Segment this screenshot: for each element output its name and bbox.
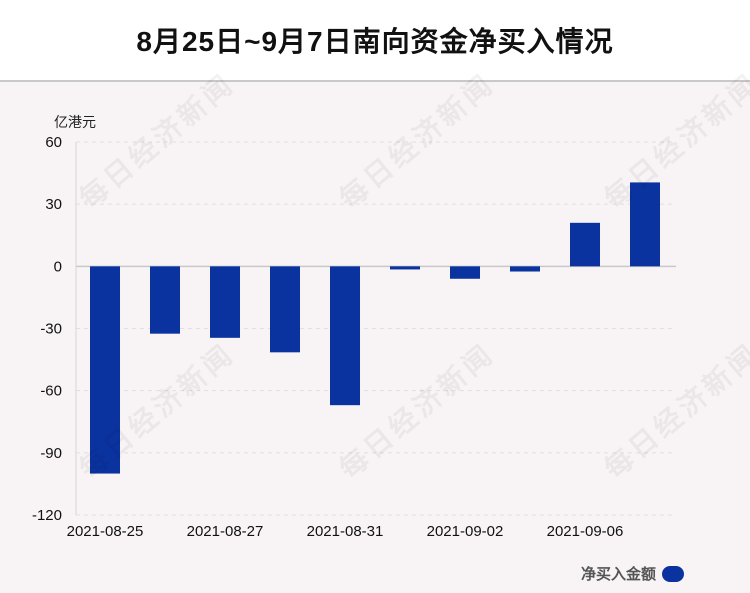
y-tick-label: 0	[54, 258, 62, 275]
bar-2021-08-26	[150, 266, 180, 334]
x-tick-label: 2021-09-06	[547, 523, 624, 540]
bar-2021-09-07	[630, 182, 660, 267]
legend-swatch	[662, 565, 684, 582]
y-axis-unit-label: 亿港元	[54, 114, 96, 130]
y-tick-label: -30	[40, 321, 62, 338]
legend-label: 净买入金额	[580, 566, 656, 583]
y-tick-label: 30	[45, 196, 62, 213]
bar-2021-09-02	[450, 266, 480, 279]
bar-2021-08-25	[90, 266, 120, 474]
chart-title: 8月25日~9月7日南向资金净买入情况	[136, 26, 614, 57]
chart-header: 8月25日~9月7日南向资金净买入情况	[0, 0, 750, 82]
bar-2021-08-30	[270, 266, 300, 353]
x-tick-label: 2021-08-25	[67, 523, 144, 540]
x-tick-label: 2021-08-31	[307, 523, 384, 540]
bar-2021-08-31	[330, 266, 360, 406]
bar-2021-09-01	[390, 266, 420, 270]
y-tick-label: -60	[40, 383, 62, 400]
x-tick-label: 2021-09-02	[427, 523, 504, 540]
bar-2021-08-27	[210, 266, 240, 338]
y-tick-label: -90	[40, 445, 62, 462]
chart-legend: 净买入金额	[581, 563, 684, 584]
bar-2021-09-06	[570, 222, 600, 267]
y-tick-label: 60	[45, 134, 62, 151]
bar-2021-09-03	[510, 266, 540, 272]
x-tick-label: 2021-08-27	[187, 523, 264, 540]
y-tick-label: -120	[32, 507, 62, 524]
